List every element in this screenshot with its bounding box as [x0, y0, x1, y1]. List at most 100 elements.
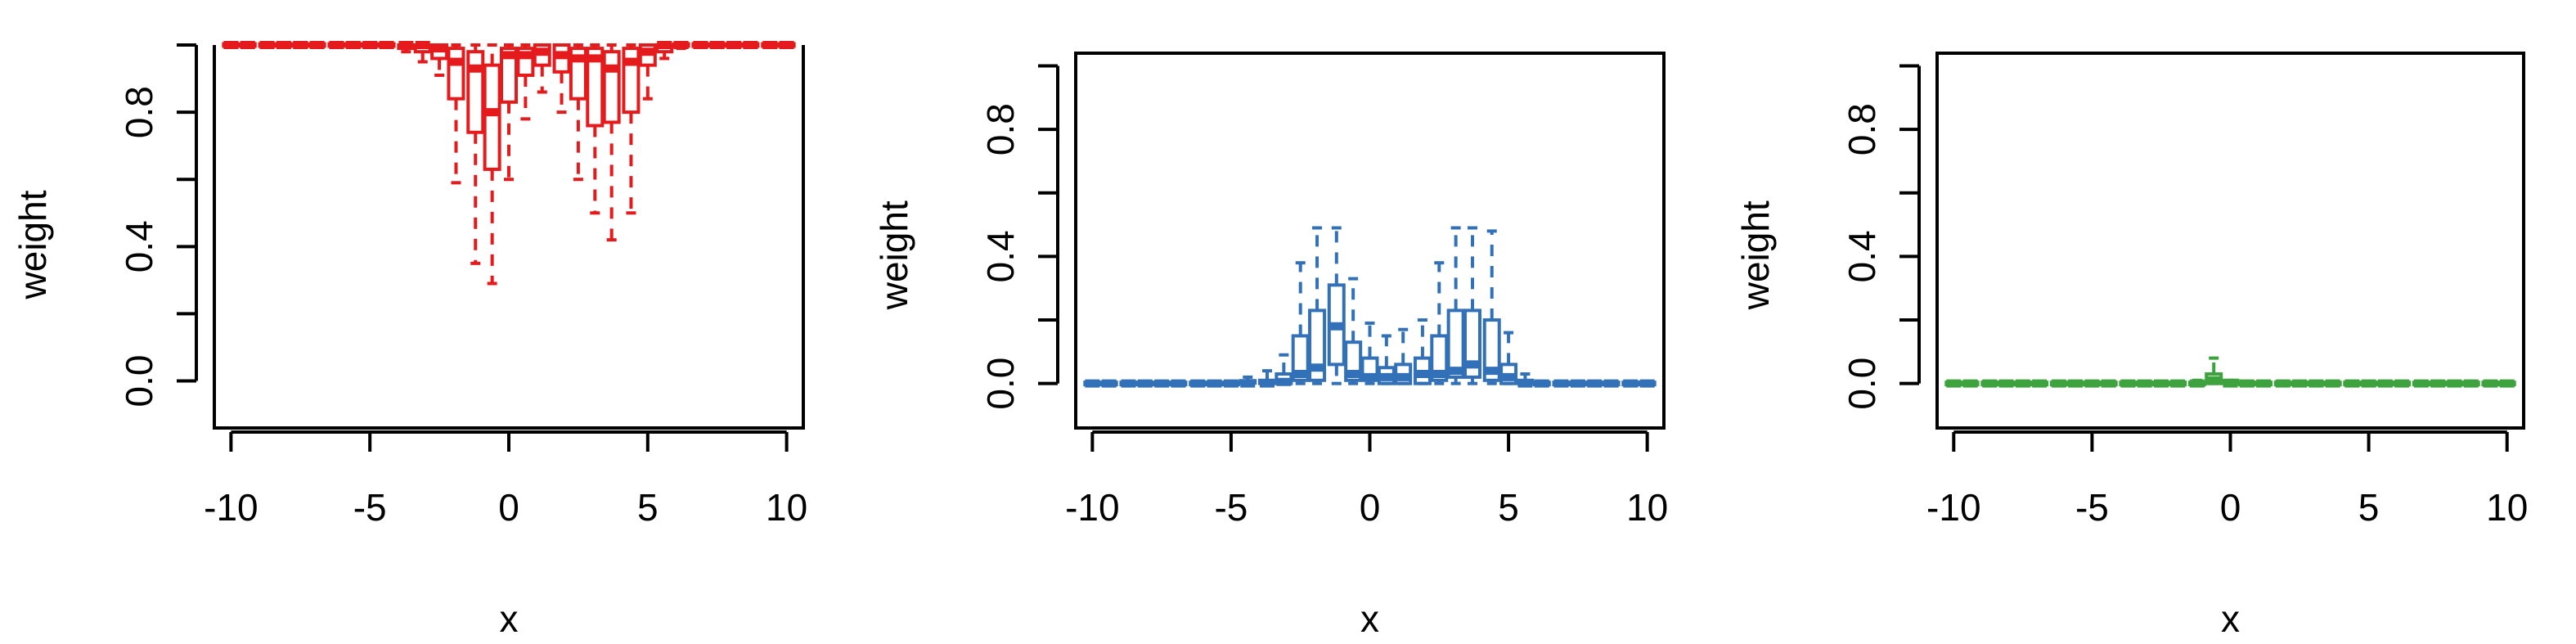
box-9.4 [2481, 379, 2500, 388]
y-tick-label: 0.0 [1841, 358, 1883, 410]
chart-panel-1: -10 -5 0 5 10 0.0 0.4 0.8 x weight [11, 41, 807, 640]
box--3.1 [2135, 379, 2154, 388]
box-8.7 [2461, 379, 2480, 388]
box-2.5 [1430, 261, 1449, 385]
x-tick-label: -5 [2075, 486, 2109, 529]
box-3.1 [586, 43, 605, 215]
iqr-box [516, 47, 535, 77]
box-3.1 [1446, 226, 1465, 385]
box-5.6 [655, 41, 674, 61]
box-9.4 [761, 41, 780, 49]
iqr-box [1291, 334, 1310, 382]
x-tick-label: 0 [1360, 486, 1381, 529]
box-1.9 [2273, 379, 2292, 388]
x-tick-label: -10 [204, 486, 258, 529]
box--8.1 [1997, 379, 2016, 388]
box--1.9 [1308, 226, 1327, 385]
iqr-box [569, 47, 587, 101]
x-tick-label: -5 [353, 486, 387, 529]
box-1.2 [2255, 379, 2273, 388]
box--9.4 [1099, 379, 1118, 388]
box-6.2 [672, 41, 690, 51]
box-0.6 [1377, 334, 1396, 385]
box--7.5 [291, 41, 310, 49]
box-10 [777, 41, 796, 49]
box--8.1 [274, 41, 293, 49]
x-tick-label: -10 [1926, 486, 1980, 529]
box-6.9 [1552, 379, 1571, 388]
box--0.6 [1344, 277, 1363, 385]
box-6.2 [2393, 379, 2412, 388]
x-tick-label: 10 [1626, 486, 1668, 529]
box--1.2 [466, 43, 485, 265]
x-tick-label: 10 [2486, 486, 2528, 529]
box--9.4 [1961, 379, 1980, 388]
box--8.1 [1135, 379, 1154, 388]
box--5 [1221, 379, 1240, 388]
box-2.5 [2291, 379, 2309, 388]
y-tick-label: 0.4 [979, 230, 1022, 282]
box-7.5 [2429, 379, 2448, 388]
y-axis-label: weight [873, 200, 915, 310]
box--10 [1944, 379, 1963, 388]
box-3.7 [1463, 226, 1481, 385]
y-tick-label: 0.4 [1841, 230, 1883, 282]
box--3.7 [1258, 369, 1277, 388]
y-axis-label: weight [11, 190, 54, 299]
box-7.5 [1568, 379, 1587, 388]
y-tick-label: 0.4 [118, 220, 160, 272]
box--3.1 [1275, 353, 1293, 386]
iqr-box [1344, 340, 1363, 382]
y-tick-label: 0.8 [1841, 103, 1883, 155]
box--6.2 [327, 41, 346, 49]
box--1.2 [1327, 226, 1346, 385]
box--2.5 [1291, 261, 1310, 385]
x-axis-label: x [500, 597, 519, 640]
box--6.9 [2030, 379, 2049, 388]
x-axis-label: x [2221, 597, 2240, 640]
box-4.4 [2343, 379, 2362, 388]
box--1.9 [447, 43, 465, 185]
box--3.7 [2119, 379, 2138, 388]
box-8.7 [741, 41, 760, 49]
box--1.2 [2187, 378, 2206, 388]
box-6.2 [1532, 379, 1551, 388]
box--5.6 [344, 41, 362, 49]
box--0.6 [2205, 356, 2223, 385]
box-0 [500, 43, 518, 182]
box-0 [2221, 378, 2240, 388]
box-1.9 [552, 43, 571, 115]
iqr-box [1430, 334, 1449, 382]
box--7.5 [2013, 379, 2032, 388]
box--6.2 [1189, 379, 1207, 388]
box--8.7 [1980, 379, 1999, 388]
iqr-box [586, 47, 605, 128]
box--5 [2083, 379, 2102, 388]
box--5.6 [1205, 379, 1224, 388]
iqr-box [483, 63, 501, 171]
iqr-box [447, 47, 465, 101]
box--5 [361, 41, 380, 49]
box--3.7 [397, 41, 416, 54]
box--4.4 [1239, 375, 1257, 388]
iqr-box [500, 47, 518, 104]
box-1.9 [1413, 318, 1432, 385]
y-tick-label: 0.8 [118, 86, 160, 138]
box-5.6 [1516, 372, 1535, 388]
x-tick-label: -5 [1214, 486, 1248, 529]
box-2.5 [569, 43, 587, 182]
plot-frame [1935, 52, 2525, 430]
box-10 [2497, 379, 2516, 388]
iqr-box [1308, 308, 1327, 382]
box--6.2 [2049, 379, 2068, 388]
x-axis-label: x [1360, 597, 1379, 640]
box--10 [222, 41, 241, 49]
box--2.5 [2151, 379, 2170, 388]
box--3.1 [413, 41, 432, 64]
chart-panel-2: -10 -5 0 5 10 0.0 0.4 0.8 x weight [873, 52, 1668, 640]
box-1.2 [1394, 327, 1413, 385]
box-8.7 [1602, 379, 1621, 388]
box-5 [1499, 331, 1518, 385]
x-tick-label: 5 [2358, 486, 2380, 529]
